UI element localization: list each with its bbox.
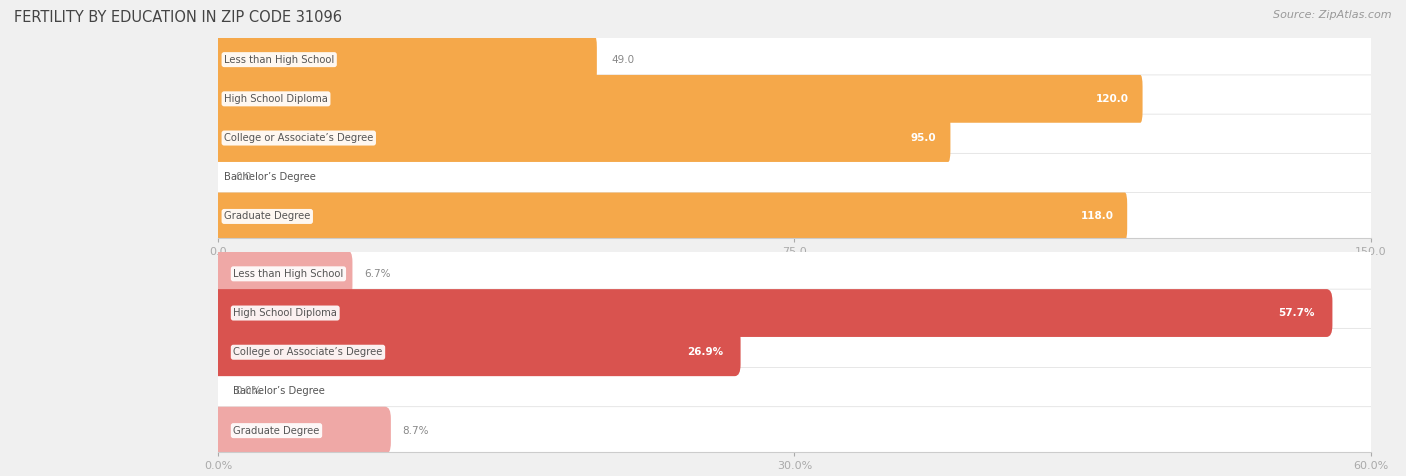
Text: Graduate Degree: Graduate Degree <box>224 211 311 221</box>
FancyBboxPatch shape <box>212 250 1376 298</box>
FancyBboxPatch shape <box>212 328 1376 376</box>
FancyBboxPatch shape <box>215 114 950 162</box>
FancyBboxPatch shape <box>212 407 1376 455</box>
FancyBboxPatch shape <box>212 289 1333 337</box>
Text: 95.0: 95.0 <box>911 133 936 143</box>
FancyBboxPatch shape <box>212 289 1376 337</box>
Text: High School Diploma: High School Diploma <box>233 308 337 318</box>
FancyBboxPatch shape <box>215 114 1374 162</box>
FancyBboxPatch shape <box>215 153 1374 201</box>
FancyBboxPatch shape <box>212 250 353 298</box>
FancyBboxPatch shape <box>212 407 391 455</box>
FancyBboxPatch shape <box>215 192 1128 240</box>
Text: 0.0: 0.0 <box>235 172 252 182</box>
Text: Graduate Degree: Graduate Degree <box>233 426 319 436</box>
FancyBboxPatch shape <box>212 367 1376 416</box>
FancyBboxPatch shape <box>212 328 741 376</box>
Text: College or Associate’s Degree: College or Associate’s Degree <box>224 133 374 143</box>
Text: 120.0: 120.0 <box>1095 94 1129 104</box>
Text: Less than High School: Less than High School <box>224 55 335 65</box>
FancyBboxPatch shape <box>215 75 1143 123</box>
Text: FERTILITY BY EDUCATION IN ZIP CODE 31096: FERTILITY BY EDUCATION IN ZIP CODE 31096 <box>14 10 342 25</box>
Text: 8.7%: 8.7% <box>402 426 429 436</box>
Text: 0.0%: 0.0% <box>235 387 262 397</box>
Text: 26.9%: 26.9% <box>688 347 723 357</box>
FancyBboxPatch shape <box>215 36 1374 84</box>
Text: 118.0: 118.0 <box>1080 211 1114 221</box>
Text: 6.7%: 6.7% <box>364 269 391 279</box>
Text: Source: ZipAtlas.com: Source: ZipAtlas.com <box>1274 10 1392 20</box>
FancyBboxPatch shape <box>215 192 1374 240</box>
Text: High School Diploma: High School Diploma <box>224 94 328 104</box>
FancyBboxPatch shape <box>215 36 598 84</box>
Text: Bachelor’s Degree: Bachelor’s Degree <box>224 172 316 182</box>
Text: Less than High School: Less than High School <box>233 269 343 279</box>
Text: College or Associate’s Degree: College or Associate’s Degree <box>233 347 382 357</box>
Text: 49.0: 49.0 <box>612 55 636 65</box>
FancyBboxPatch shape <box>215 75 1374 123</box>
Text: 57.7%: 57.7% <box>1278 308 1315 318</box>
Text: Bachelor’s Degree: Bachelor’s Degree <box>233 387 325 397</box>
